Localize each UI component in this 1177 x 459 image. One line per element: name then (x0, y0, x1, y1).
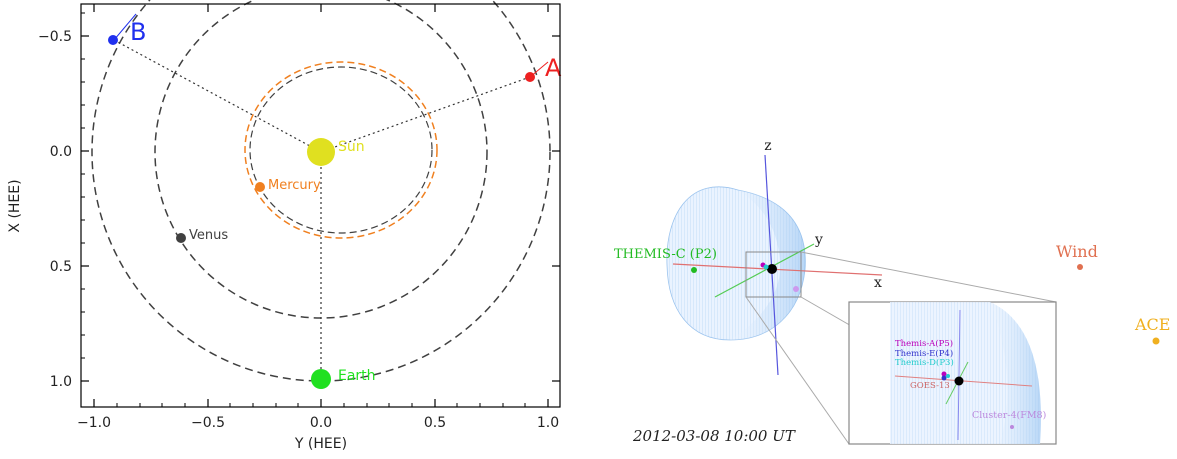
magnetopause-shading (730, 190, 806, 340)
timestamp-label: 2012-03-08 10:00 UT (632, 427, 796, 445)
themis-c-label: THEMIS-C (P2) (614, 247, 717, 262)
wind-dot (1077, 264, 1083, 270)
earth-label: Earth (338, 368, 376, 384)
y-tick-label: 0.0 (50, 144, 72, 160)
x-tick-label: 0.0 (310, 415, 332, 431)
y-axis-line (714, 243, 815, 298)
inset-earth-dot (954, 376, 964, 386)
inset-label-themis-d: Themis-D(P3) (895, 357, 954, 368)
venus-marker (176, 233, 186, 243)
inset-cluster-dot (1010, 425, 1014, 429)
stereo-a-marker (525, 72, 535, 82)
x-tick-label: 0.5 (424, 415, 446, 431)
inset-label-goes-13: GOES-13 (910, 381, 950, 391)
x-tick-label: 1.0 (537, 415, 559, 431)
y-minor-ticks (81, 12, 85, 359)
x-tick-label: −1.0 (77, 415, 111, 431)
z-axis-label: z (764, 138, 771, 154)
x-minor-ticks (116, 403, 526, 407)
themis-cluster-dot (763, 264, 769, 270)
mercury-label: Mercury (268, 178, 321, 193)
sun-b-line (113, 39, 322, 153)
x-major-ticks (93, 4, 549, 407)
x-axis-label-3d: x (874, 275, 882, 291)
x-tick-label: −0.5 (191, 415, 225, 431)
y-tick-labels: −0.5 0.0 0.5 1.0 (38, 29, 72, 390)
y-tick-label: 0.5 (50, 259, 72, 275)
venus-label: Venus (189, 228, 228, 243)
sun-label: Sun (338, 139, 365, 155)
y-major-ticks (81, 35, 560, 382)
inset-label-themis-e: Themis-E(P4) (895, 348, 953, 359)
earth-orbit (91, 0, 551, 382)
zoom-line-top (800, 251, 1057, 303)
zoom-line-left (745, 296, 850, 445)
ace-label: ACE (1134, 315, 1170, 334)
sun-a-line (320, 76, 531, 153)
inset-themis-d-dot (946, 374, 950, 378)
stereo-b-label: B (130, 18, 146, 46)
inset: Themis-A(P5) Themis-E(P4) Themis-D(P3) G… (848, 301, 1057, 445)
mercury-orbit-outer (244, 61, 438, 239)
ace-dot (1152, 337, 1160, 345)
right-panel: z y x THEMIS-C (P2) Wind ACE (614, 138, 1170, 445)
y-axis-label-3d: y (814, 232, 823, 248)
inset-z-axis (957, 309, 961, 441)
inset-label-themis-a: Themis-A(P5) (895, 338, 953, 349)
earth-dot (767, 264, 777, 274)
inset-shading (990, 302, 1041, 444)
earth-marker (311, 369, 331, 389)
mercury-marker (255, 182, 265, 192)
stereo-a-label: A (545, 54, 562, 82)
cluster-dot (793, 286, 799, 292)
stereo-b-marker (108, 35, 118, 45)
x-axis-label: Y (HEE) (294, 436, 347, 452)
inset-label-cluster-4: Cluster-4(FM8) (972, 410, 1046, 421)
wind-label: Wind (1056, 242, 1098, 261)
y-tick-label: 1.0 (50, 374, 72, 390)
left-plot: Sun Mercury Venus Earth A B (7, 0, 562, 452)
themis-c-dot (691, 267, 697, 273)
y-axis-label: X (HEE) (7, 179, 23, 232)
mercury-orbit-inner (249, 66, 433, 234)
sun-marker (307, 138, 335, 166)
x-axis-line (672, 263, 883, 276)
x-tick-labels: −1.0 −0.5 0.0 0.5 1.0 (77, 415, 559, 431)
inset-themis-a-dot (941, 371, 947, 377)
y-tick-label: −0.5 (38, 29, 72, 45)
inset-themis-e-dot (941, 375, 947, 381)
b-tick (113, 13, 137, 41)
zoom-box (745, 251, 802, 298)
